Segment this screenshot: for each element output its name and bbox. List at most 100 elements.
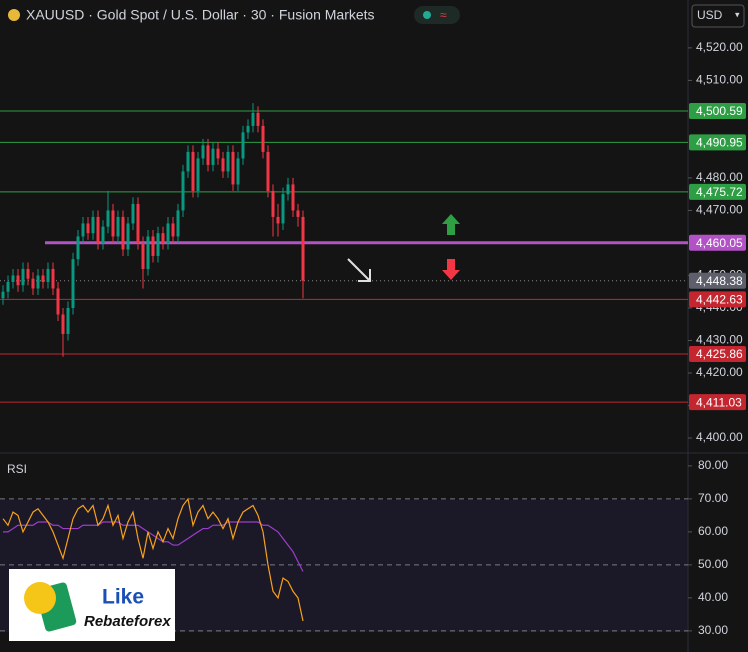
- candle-body: [146, 236, 150, 269]
- chart-title: XAUUSD · Gold Spot / U.S. Dollar · 30 · …: [26, 7, 375, 23]
- level-price-box: [689, 394, 746, 411]
- rsi-ma-line: [3, 521, 304, 572]
- down-arrow-icon: [442, 259, 460, 280]
- candle-body: [251, 112, 255, 126]
- rsi-line: [2, 497, 304, 622]
- candle-body: [106, 210, 110, 227]
- candle-body: [151, 236, 155, 256]
- candle-body: [161, 233, 165, 243]
- candle-body: [126, 223, 130, 250]
- candle-body: [236, 158, 240, 185]
- candle-body: [256, 112, 260, 126]
- level-price-box: [689, 102, 746, 119]
- candle-body: [111, 210, 115, 237]
- candle-body: [81, 223, 85, 237]
- candle-body: [6, 281, 10, 292]
- candle-body: [46, 268, 50, 282]
- candle-body: [91, 216, 95, 234]
- y-tick-label: 4,420.00: [696, 365, 743, 379]
- candle-body: [31, 278, 35, 289]
- y-tick-label: 4,510.00: [696, 73, 743, 87]
- candle-body: [246, 125, 250, 133]
- currency-caret[interactable]: ▾: [735, 9, 740, 19]
- candle-body: [21, 268, 25, 286]
- currency-button[interactable]: [691, 4, 745, 28]
- candle-body: [96, 216, 100, 243]
- rsi-y-tick-label: 50.00: [698, 557, 728, 571]
- candle-body: [286, 184, 290, 195]
- candle-body: [261, 125, 265, 152]
- candle-body: [241, 132, 245, 159]
- candle-body: [271, 190, 275, 217]
- candle-body: [121, 216, 125, 250]
- last-price-box: [689, 272, 746, 289]
- candle-body: [301, 216, 305, 281]
- trend-arrow: [347, 258, 371, 282]
- candle-body: [201, 145, 205, 159]
- y-tick-label: 4,400.00: [696, 430, 743, 444]
- up-arrow-icon: [442, 214, 460, 235]
- level-price-box: [689, 134, 746, 151]
- status-badge: [414, 6, 460, 24]
- y-tick-label: 4,520.00: [696, 40, 743, 54]
- candle-body: [51, 268, 55, 289]
- candle-body: [191, 151, 195, 191]
- level-price-box: [689, 345, 746, 362]
- candle-body: [141, 242, 145, 269]
- candle-body: [76, 236, 80, 260]
- candle-body: [66, 307, 70, 334]
- level-price-label: 4,475.72: [696, 185, 743, 199]
- candle-body: [71, 259, 75, 308]
- candle-body: [41, 275, 45, 282]
- rsi-y-tick-label: 30.00: [698, 623, 728, 637]
- logo-line2: Rebateforex: [84, 613, 171, 630]
- status-icon: ≈: [440, 8, 447, 22]
- candle-body: [296, 210, 300, 217]
- level-price-label: 4,490.95: [696, 135, 743, 149]
- level-price-box: [689, 234, 746, 251]
- candle-body: [36, 275, 40, 289]
- candle-body: [171, 223, 175, 237]
- level-price-label: 4,500.59: [696, 104, 743, 118]
- candle-body: [211, 148, 215, 165]
- candle-body: [61, 314, 65, 334]
- candle-body: [216, 148, 220, 159]
- candle-body: [166, 223, 170, 243]
- candle-body: [206, 145, 210, 165]
- candle-body: [11, 275, 15, 282]
- candle-body: [136, 203, 140, 243]
- candle-body: [196, 158, 200, 191]
- candle-body: [16, 275, 20, 286]
- rsi-y-tick-label: 40.00: [698, 590, 728, 604]
- level-price-label: 4,411.03: [696, 395, 742, 409]
- candle-body: [181, 171, 185, 211]
- rsi-y-tick-label: 70.00: [698, 491, 728, 505]
- candle-body: [221, 158, 225, 172]
- candle-body: [1, 291, 5, 299]
- candle-body: [176, 210, 180, 237]
- candle-body: [281, 194, 285, 224]
- candle-body: [291, 184, 295, 211]
- rsi-label: RSI: [7, 462, 27, 476]
- candle-body: [131, 203, 135, 224]
- level-price-box: [689, 291, 746, 308]
- y-tick-label: 4,480.00: [696, 170, 743, 184]
- candle-body: [186, 151, 190, 172]
- level-price-label: 4,442.63: [696, 293, 743, 307]
- rsi-y-tick-label: 80.00: [698, 458, 728, 472]
- level-price-box: [689, 183, 746, 200]
- candle-body: [231, 151, 235, 185]
- candle-body: [226, 151, 230, 172]
- currency-label[interactable]: USD: [697, 8, 723, 22]
- candle-body: [26, 268, 30, 279]
- symbol-icon: [8, 9, 20, 21]
- candle-body: [86, 223, 90, 234]
- logo-face: [24, 582, 56, 614]
- logo-line1: Like: [102, 586, 144, 609]
- last-price-label: 4,448.38: [696, 274, 743, 288]
- candle-body: [101, 226, 105, 243]
- candle-body: [266, 151, 270, 191]
- y-tick-label: 4,430.00: [696, 333, 743, 347]
- y-tick-label: 4,470.00: [696, 203, 743, 217]
